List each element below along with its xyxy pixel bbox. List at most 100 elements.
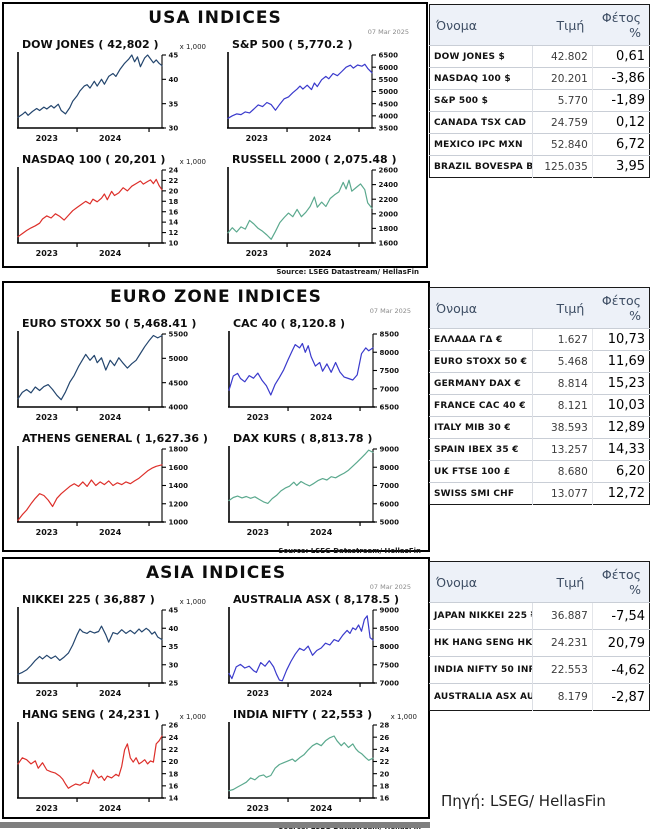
table-row: ΕΛΛΑΔΑ ΓΔ €1.627 10,73 [429, 328, 650, 351]
table-row: CANADA TSX CAD 24.759 0,12 [429, 111, 650, 134]
table-row: HK HANG SENG HKD 24.231 20,79 [429, 629, 650, 657]
svg-text:18: 18 [169, 770, 179, 778]
cell-index-name: CANADA TSX CAD [429, 111, 533, 134]
svg-text:1200: 1200 [169, 500, 189, 508]
table-row: MEXICO IPC MXN 52.840 6,72 [429, 133, 650, 156]
euro-zone-indices-panel: EURO ZONE INDICES 07 Mar 2025 EURO STOXX… [2, 281, 430, 555]
svg-text:2400: 2400 [379, 181, 399, 189]
chart-canvas-australia-asx: 7000 7500 8000 8500 9000 2023 2024 [228, 607, 400, 698]
svg-text:24: 24 [169, 167, 179, 175]
euro-indices-table-container: Όνομα Τιμή Φέτος % ΕΛΛΑΔΑ ΓΔ €1.627 10,73 EUR… [429, 287, 650, 505]
cell-ytd-pct: -3,86 [591, 67, 650, 90]
svg-text:24: 24 [380, 746, 390, 754]
svg-text:2024: 2024 [310, 804, 333, 813]
svg-text:20: 20 [380, 770, 390, 778]
svg-text:7500: 7500 [380, 661, 400, 669]
panel-date-euro: 07 Mar 2025 [369, 307, 411, 315]
svg-text:45: 45 [169, 607, 179, 615]
chart-title-russell-2000: RUSSELL 2000 ( 2,075.48 ) [232, 153, 397, 166]
asia-indices-table-container: Όνομα Τιμή Φέτος % JAPAN NIKKEI 225 ¥36.887… [429, 561, 650, 711]
svg-text:2023: 2023 [247, 689, 269, 698]
asia-indices-panel: ASIA INDICES 07 Mar 2025 NIKKEI 225 ( 36… [2, 557, 430, 830]
chart-india-nifty: INDIA NIFTY ( 22,553 ) x 1,000 16 18 20 22 24 2… [220, 708, 419, 822]
svg-text:10: 10 [169, 240, 179, 248]
chart-title-athens-general: ATHENS GENERAL ( 1,627.36 ) [22, 432, 208, 445]
chart-title-nasdaq-100: NASDAQ 100 ( 20,201 ) [22, 153, 166, 166]
svg-text:16: 16 [169, 782, 179, 790]
cell-index-name: UK FTSE 100 £ [429, 460, 533, 483]
cell-index-name: ITALY MIB 30 € [429, 416, 533, 439]
cell-ytd-pct: 10,73 [591, 328, 650, 351]
svg-text:22: 22 [169, 177, 179, 185]
cell-ytd-pct: 0,61 [591, 45, 650, 68]
svg-text:40: 40 [169, 76, 179, 84]
svg-text:25: 25 [169, 680, 179, 688]
svg-text:2000: 2000 [379, 210, 399, 218]
svg-text:7000: 7000 [380, 482, 400, 490]
svg-text:20: 20 [169, 758, 179, 766]
asia-chart-grid: NIKKEI 225 ( 36,887 ) x 1,000 25 30 35 40 45 20… [9, 593, 423, 822]
cell-ytd-pct: -4,62 [591, 656, 650, 684]
cell-price: 5.468 [532, 350, 593, 373]
svg-text:2024: 2024 [309, 249, 332, 258]
cell-price: 8.121 [532, 394, 593, 417]
cell-index-name: FRANCE CAC 40 € [429, 394, 533, 417]
cell-index-name: S&P 500 $ [429, 89, 533, 112]
table-row: FRANCE CAC 40 €8.121 10,03 [429, 394, 650, 417]
svg-text:2024: 2024 [99, 804, 122, 813]
panel-date-asia: 07 Mar 2025 [369, 583, 411, 591]
svg-text:8000: 8000 [380, 643, 400, 651]
table-row: JAPAN NIKKEI 225 ¥36.887 -7,54 [429, 602, 650, 630]
svg-text:2023: 2023 [247, 413, 269, 422]
indices-table-1: Όνομα Τιμή Φέτος % ΕΛΛΑΔΑ ΓΔ €1.627 10,73 EUR… [429, 287, 650, 505]
table-row: DOW JONES $42.802 0,61 [429, 45, 650, 68]
chart-sp-500: S&P 500 ( 5,770.2 ) 3500 4000 4500 5000 5500 6… [219, 38, 418, 152]
table-header-name: Όνομα [429, 287, 533, 329]
svg-text:2023: 2023 [247, 528, 269, 537]
svg-text:1800: 1800 [169, 446, 189, 454]
table-row: SPAIN IBEX 35 €13.257 14,33 [429, 438, 650, 461]
usa-chart-grid: DOW JONES ( 42,802 ) x 1,000 30 35 40 45 2023 2… [9, 38, 421, 267]
svg-text:30: 30 [169, 661, 179, 669]
chart-canvas-nikkei-225: 25 30 35 40 45 2023 2024 [17, 607, 179, 698]
svg-text:1800: 1800 [379, 225, 399, 233]
cell-ytd-pct: 6,72 [591, 133, 650, 156]
svg-text:16: 16 [169, 208, 179, 216]
svg-text:1600: 1600 [169, 464, 189, 472]
table-row: NASDAQ 100 $20.201 -3,86 [429, 67, 650, 90]
svg-text:18: 18 [169, 198, 179, 206]
chart-axis-unit-dow-jones: x 1,000 [179, 43, 206, 51]
cell-price: 38.593 [532, 416, 593, 439]
chart-euro-stoxx-50: EURO STOXX 50 ( 5,468.41 ) 4000 4500 5000 55… [9, 317, 208, 431]
chart-axis-unit-nikkei-225: x 1,000 [179, 598, 206, 606]
cell-index-name: HK HANG SENG HKD [429, 629, 533, 657]
table-header-ytd: Φέτος % [592, 4, 650, 46]
chart-dax-kurs: DAX KURS ( 8,813.78 ) 5000 6000 7000 8000 900… [220, 432, 419, 546]
table-header-name: Όνομα [429, 4, 533, 46]
cell-price: 1.627 [532, 328, 593, 351]
svg-text:30: 30 [169, 125, 179, 133]
cell-index-name: DOW JONES $ [429, 45, 533, 68]
cell-price: 8.680 [532, 460, 593, 483]
cell-index-name: EURO STOXX 50 € [429, 350, 533, 373]
cell-index-name: SWISS SMI CHF [429, 482, 533, 505]
svg-text:2024: 2024 [99, 528, 122, 537]
cell-price: 13.257 [532, 438, 593, 461]
chart-title-sp-500: S&P 500 ( 5,770.2 ) [232, 38, 353, 51]
page-source-text: Πηγή: LSEG/ HellasFin [441, 792, 606, 810]
svg-text:8000: 8000 [380, 349, 400, 357]
cell-ytd-pct: 3,95 [591, 155, 650, 178]
svg-text:2023: 2023 [36, 689, 58, 698]
table-row: ITALY MIB 30 €38.593 12,89 [429, 416, 650, 439]
table-row: GERMANY DAX €8.814 15,23 [429, 372, 650, 395]
cell-price: 8.179 [532, 683, 593, 711]
svg-text:6000: 6000 [380, 500, 400, 508]
table-header-value: Τιμή [532, 561, 593, 603]
cell-price: 125.035 [532, 155, 593, 178]
svg-text:2023: 2023 [246, 249, 268, 258]
svg-text:9000: 9000 [380, 446, 400, 454]
table-row: SWISS SMI CHF 13.077 12,72 [429, 482, 650, 505]
panel-title-asia: ASIA INDICES [145, 563, 287, 583]
chart-russell-2000: RUSSELL 2000 ( 2,075.48 ) 1600 1800 2000 220… [219, 153, 418, 267]
